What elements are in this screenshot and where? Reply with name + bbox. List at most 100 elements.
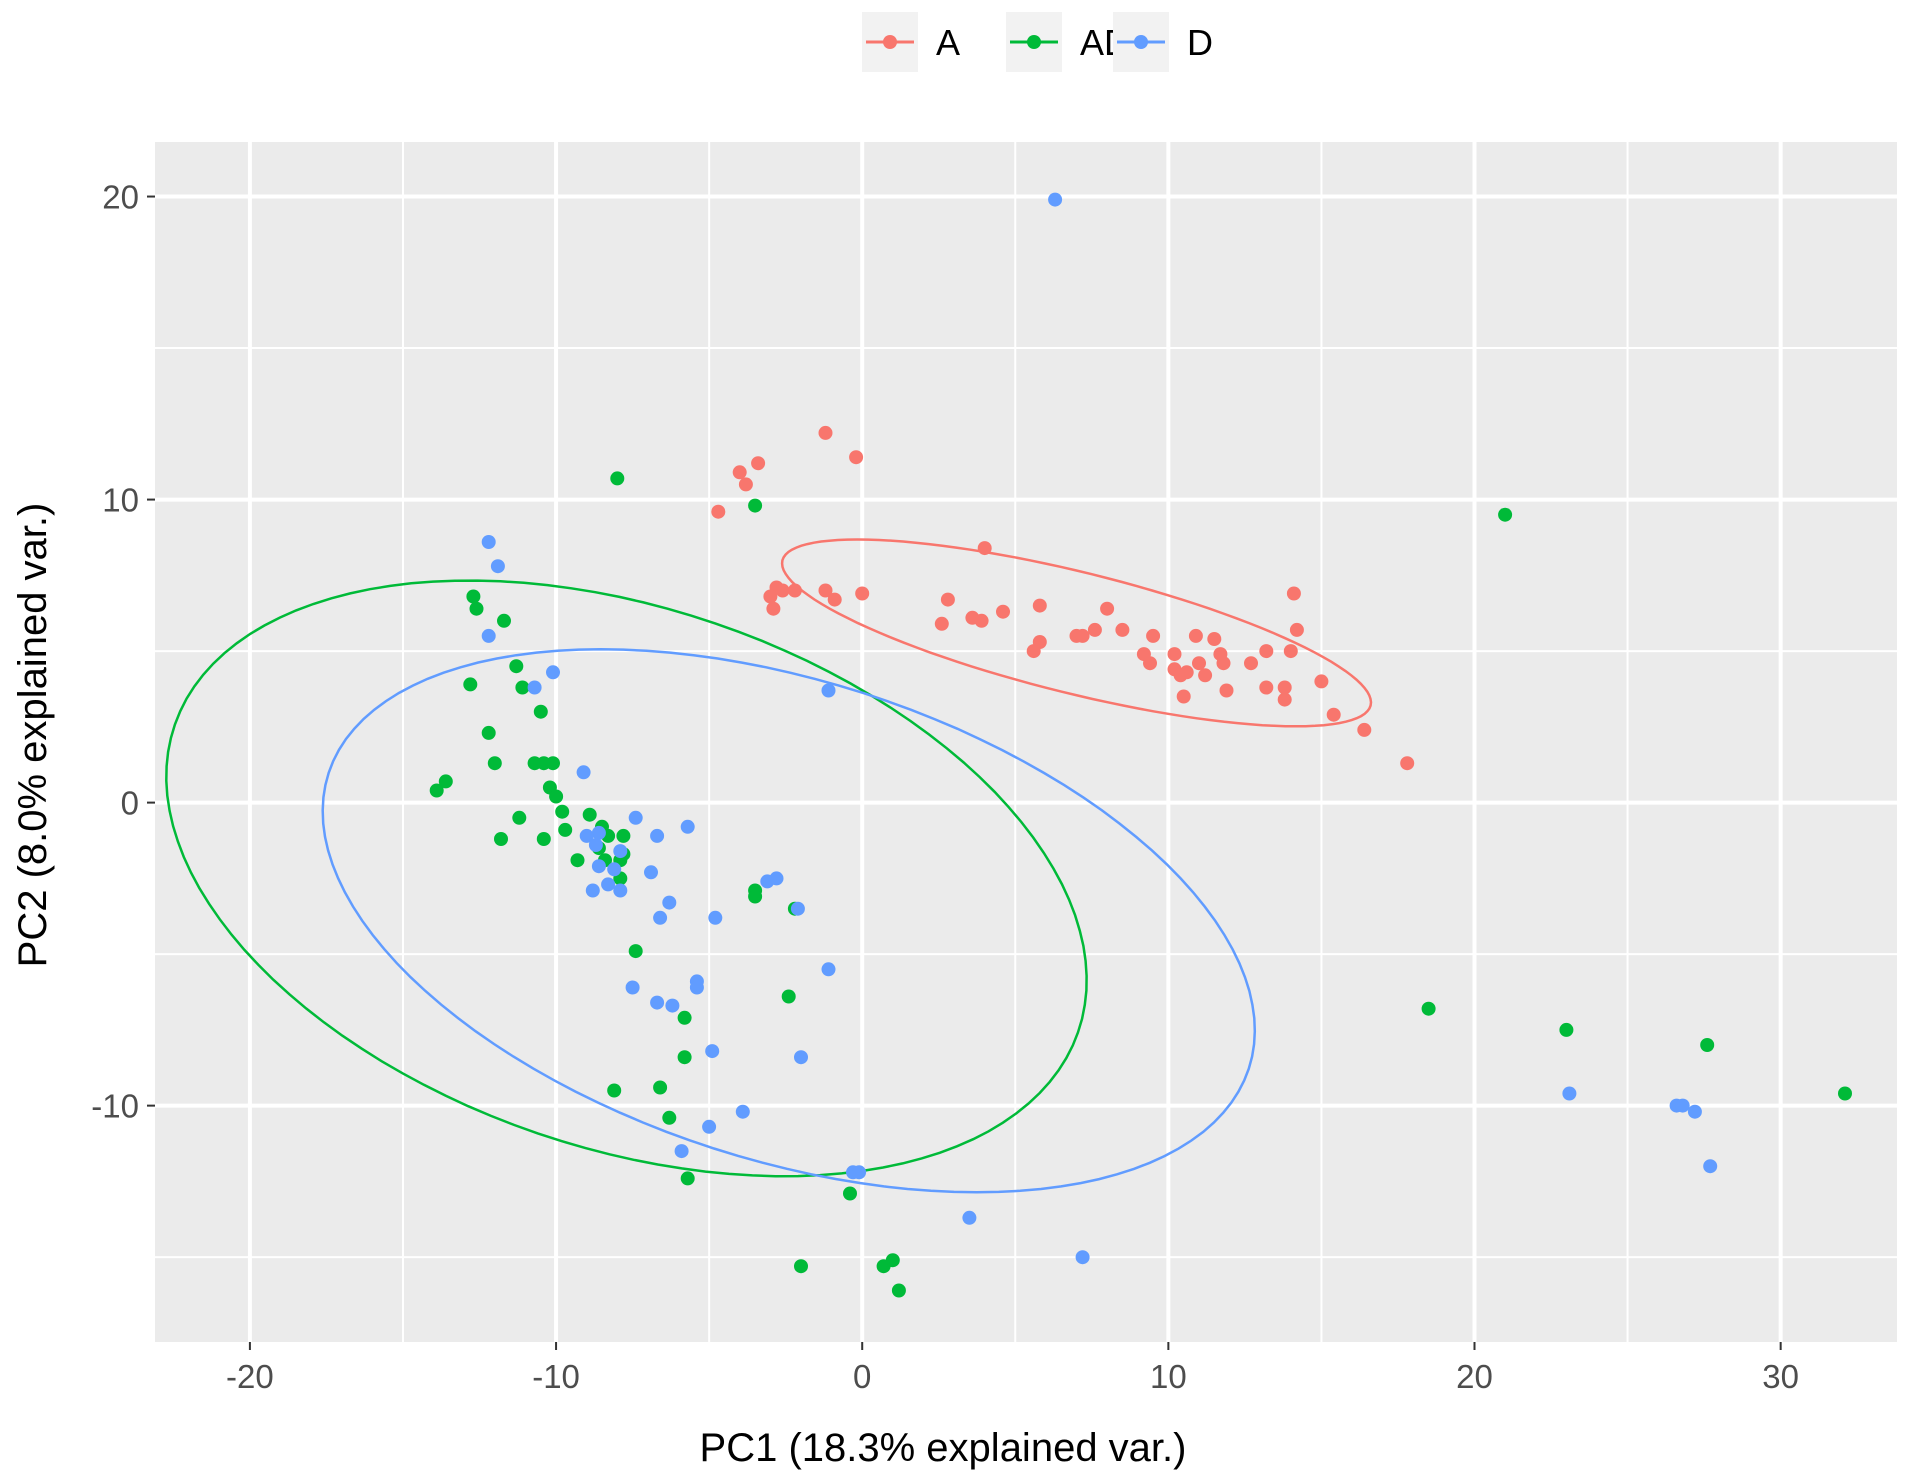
point-ad	[891, 1283, 906, 1298]
point-d	[962, 1210, 977, 1225]
point-ad	[1421, 1001, 1436, 1016]
point-d	[585, 883, 600, 898]
legend-item-d: D	[1113, 12, 1213, 72]
point-ad	[781, 989, 796, 1004]
point-a	[711, 504, 726, 519]
y-axis: -10 0 10 20	[91, 179, 155, 1125]
point-d	[705, 1044, 720, 1059]
point-d	[591, 859, 606, 874]
point-a	[1100, 601, 1115, 616]
point-a	[732, 465, 747, 480]
ellipse-ad	[165, 579, 1088, 1178]
point-d	[735, 1104, 750, 1119]
point-a	[751, 456, 766, 471]
point-d	[481, 628, 496, 643]
point-d	[790, 901, 805, 916]
point-d	[613, 883, 628, 898]
point-a	[855, 586, 870, 601]
point-ad	[481, 725, 496, 740]
point-ad	[628, 944, 643, 959]
point-ad	[429, 783, 444, 798]
point-ad	[662, 1110, 677, 1125]
point-a	[1192, 656, 1206, 671]
point-a	[763, 589, 778, 604]
ellipse-d	[321, 648, 1257, 1194]
point-ad	[558, 822, 573, 837]
point-ad	[843, 1186, 857, 1201]
point-a	[1143, 656, 1157, 671]
legend-key-point	[1134, 35, 1148, 49]
point-a	[1216, 656, 1231, 671]
legend: A AD D	[862, 12, 1213, 72]
point-d	[1703, 1159, 1718, 1174]
point-ad	[438, 774, 453, 789]
point-d	[1048, 192, 1063, 207]
point-a	[1283, 644, 1298, 659]
point-ad	[885, 1253, 900, 1268]
legend-key-point	[1027, 35, 1041, 49]
point-d	[1562, 1086, 1577, 1101]
point-d	[821, 962, 836, 977]
point-a	[1326, 707, 1341, 722]
confidence-ellipses	[165, 538, 1373, 1194]
point-a	[1032, 598, 1047, 613]
point-d	[653, 910, 668, 925]
point-a	[818, 425, 833, 440]
point-d	[702, 1119, 717, 1134]
point-a	[1277, 680, 1292, 695]
point-a	[1400, 756, 1415, 771]
point-ad	[549, 789, 564, 804]
point-d	[613, 844, 628, 859]
x-tick-label: -20	[226, 1358, 274, 1395]
point-ad	[469, 601, 484, 616]
point-ad	[497, 613, 511, 628]
point-a	[827, 592, 842, 607]
point-ad	[680, 1171, 695, 1186]
point-ad	[555, 804, 570, 819]
point-a	[1146, 628, 1161, 643]
point-a	[1259, 680, 1274, 695]
point-a	[1357, 722, 1372, 737]
data-points	[429, 192, 1852, 1298]
point-ad	[463, 677, 478, 692]
point-a	[766, 601, 781, 616]
point-a	[977, 541, 992, 556]
point-d	[576, 765, 591, 780]
point-a	[1075, 628, 1090, 643]
point-ad	[512, 810, 527, 825]
point-a	[849, 450, 864, 465]
point-d	[821, 683, 836, 698]
point-d	[481, 535, 496, 549]
point-d	[769, 871, 784, 886]
ellipse-a	[780, 538, 1373, 728]
y-tick-label: -10	[91, 1088, 139, 1125]
point-d	[689, 980, 704, 995]
point-ad	[1838, 1086, 1852, 1101]
point-d	[650, 995, 665, 1010]
point-ad	[494, 832, 508, 846]
point-d	[680, 819, 695, 834]
point-ad	[1700, 1038, 1715, 1052]
series-a	[711, 425, 1415, 771]
point-a	[1244, 656, 1258, 671]
x-tick-label: -10	[532, 1358, 580, 1395]
point-ad	[509, 659, 524, 674]
point-d	[674, 1144, 689, 1159]
x-tick-label: 20	[1456, 1358, 1493, 1395]
point-a	[787, 583, 802, 598]
point-d	[708, 910, 723, 925]
point-ad	[607, 1083, 622, 1098]
point-a	[1314, 674, 1329, 689]
point-d	[644, 865, 658, 880]
point-ad	[677, 1050, 692, 1065]
x-tick-label: 10	[1150, 1358, 1187, 1395]
point-d	[591, 825, 606, 840]
point-a	[1277, 692, 1292, 707]
point-a	[1179, 665, 1194, 680]
point-a	[1176, 689, 1191, 704]
point-ad	[1498, 507, 1513, 522]
point-a	[1259, 644, 1274, 659]
point-d	[662, 895, 677, 910]
